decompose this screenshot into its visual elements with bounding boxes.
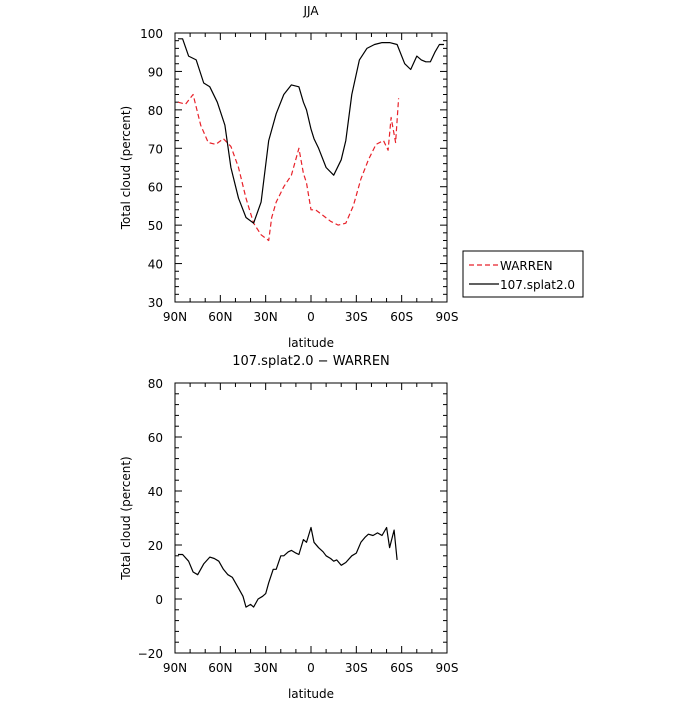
bottom-x-axis-label: latitude <box>288 687 334 700</box>
legend-label: 107.splat2.0 <box>500 278 575 292</box>
bottom-y-tick-label: 60 <box>148 431 163 445</box>
top-y-tick-label: 90 <box>148 65 163 79</box>
bottom-series-line-series-0 <box>178 526 398 608</box>
top-y-tick-label: 60 <box>148 181 163 195</box>
top-series-line-warren <box>177 93 400 242</box>
bottom-x-tick-label: 90S <box>436 661 459 675</box>
bottom-chart: 90N 60N 30N 0 30S 60S 90S −20 0 20 40 60 80 107.splat… <box>119 354 459 701</box>
top-y-tick-label: 50 <box>148 219 163 233</box>
bottom-x-tick-label: 60N <box>208 661 232 675</box>
bottom-plot-frame <box>174 382 448 654</box>
top-chart: 90N 60N 30N 0 30S 60S 90S 30 40 50 60 70 80 90 100 JJA l… <box>119 4 584 350</box>
top-x-tick-label: 60S <box>390 310 413 324</box>
bottom-y-tick-label: 20 <box>148 539 163 553</box>
top-x-axis-label: latitude <box>288 336 334 350</box>
top-x-tick-label: 90N <box>163 310 187 324</box>
legend-box <box>462 250 584 298</box>
top-y-tick-label: 40 <box>148 258 163 272</box>
bottom-y-tick-label: 40 <box>148 485 163 499</box>
bottom-chart-title: 107.splat2.0 − WARREN <box>232 354 390 369</box>
top-y-axis-label: Total cloud (percent) <box>119 106 133 230</box>
bottom-x-tick-label: 0 <box>307 661 315 675</box>
bottom-x-tick-label: 30S <box>345 661 368 675</box>
top-series-line-107-splat2-0 <box>178 38 444 224</box>
top-x-tick-label: 30S <box>345 310 368 324</box>
top-x-tick-label: 90S <box>436 310 459 324</box>
bottom-x-tick-label: 60S <box>390 661 413 675</box>
top-y-tick-label: 100 <box>140 27 163 41</box>
bottom-y-tick-label: 80 <box>148 377 163 391</box>
bottom-y-tick-label: 0 <box>155 593 163 607</box>
top-x-tick-label: 30N <box>254 310 278 324</box>
top-y-tick-label: 30 <box>148 296 163 310</box>
top-x-tick-label: 0 <box>307 310 315 324</box>
bottom-x-tick-label: 90N <box>163 661 187 675</box>
bottom-y-axis-label: Total cloud (percent) <box>119 456 133 580</box>
top-plot-frame <box>174 32 448 303</box>
bottom-x-tick-label: 30N <box>254 661 278 675</box>
top-chart-title: JJA <box>302 4 319 18</box>
top-y-tick-label: 80 <box>148 104 163 118</box>
top-y-tick-label: 70 <box>148 142 163 156</box>
bottom-y-tick-label: −20 <box>138 647 163 661</box>
legend: WARREN 107.splat2.0 <box>462 250 584 298</box>
top-x-tick-label: 60N <box>208 310 232 324</box>
legend-label: WARREN <box>500 259 553 273</box>
